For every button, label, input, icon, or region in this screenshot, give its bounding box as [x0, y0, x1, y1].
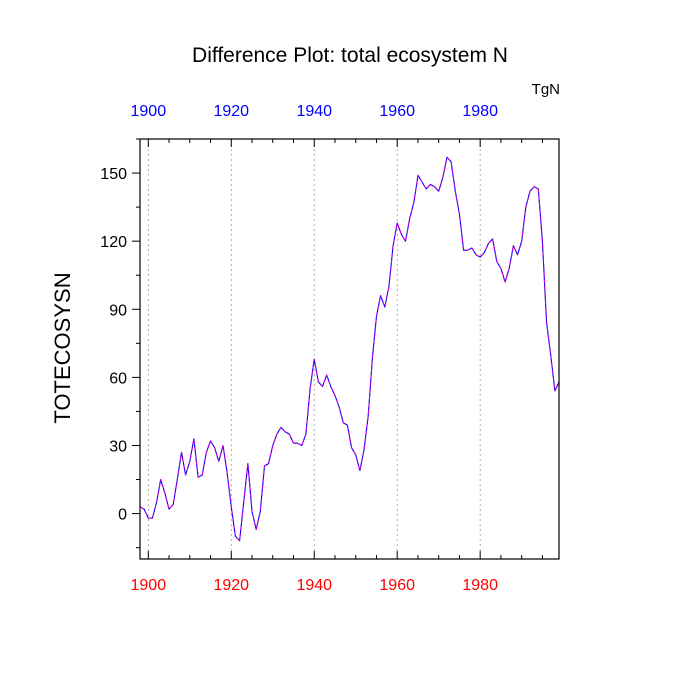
line-series_b — [139, 156, 560, 542]
chart-title: Difference Plot: total ecosystem N — [192, 44, 508, 67]
series-layer — [139, 156, 560, 542]
y-tick-label-60: 60 — [109, 370, 127, 387]
y-tick-label-120: 120 — [100, 234, 127, 251]
y-tick-label-30: 30 — [109, 438, 127, 455]
plot-frame — [139, 138, 560, 560]
top-x-tick-label-1960: 1960 — [379, 103, 415, 120]
bottom-x-tick-label-1900: 1900 — [131, 577, 167, 594]
bottom-x-tick-label-1940: 1940 — [296, 577, 332, 594]
grid-layer — [147, 139, 481, 559]
top-x-tick-label-1980: 1980 — [462, 103, 498, 120]
y-axis-label: TOTECOSYSN — [50, 272, 75, 423]
top-x-tick-label-1900: 1900 — [131, 103, 167, 120]
bottom-x-tick-label-1980: 1980 — [462, 577, 498, 594]
top-x-tick-label-1920: 1920 — [213, 103, 249, 120]
top-x-tick-label-1940: 1940 — [296, 103, 332, 120]
units-label: TgN — [532, 81, 560, 98]
y-tick-label-90: 90 — [109, 302, 127, 319]
y-tick-label-150: 150 — [100, 166, 127, 183]
y-tick-label-0: 0 — [118, 507, 127, 524]
bottom-x-tick-label-1960: 1960 — [379, 577, 415, 594]
bottom-x-tick-label-1920: 1920 — [213, 577, 249, 594]
tick-label-layer: 0 30 60 90 120 150 1900 1900 1920 1920 1940 1940 196… — [100, 103, 498, 594]
line-series_a — [139, 156, 560, 542]
tick-layer — [132, 138, 543, 559]
